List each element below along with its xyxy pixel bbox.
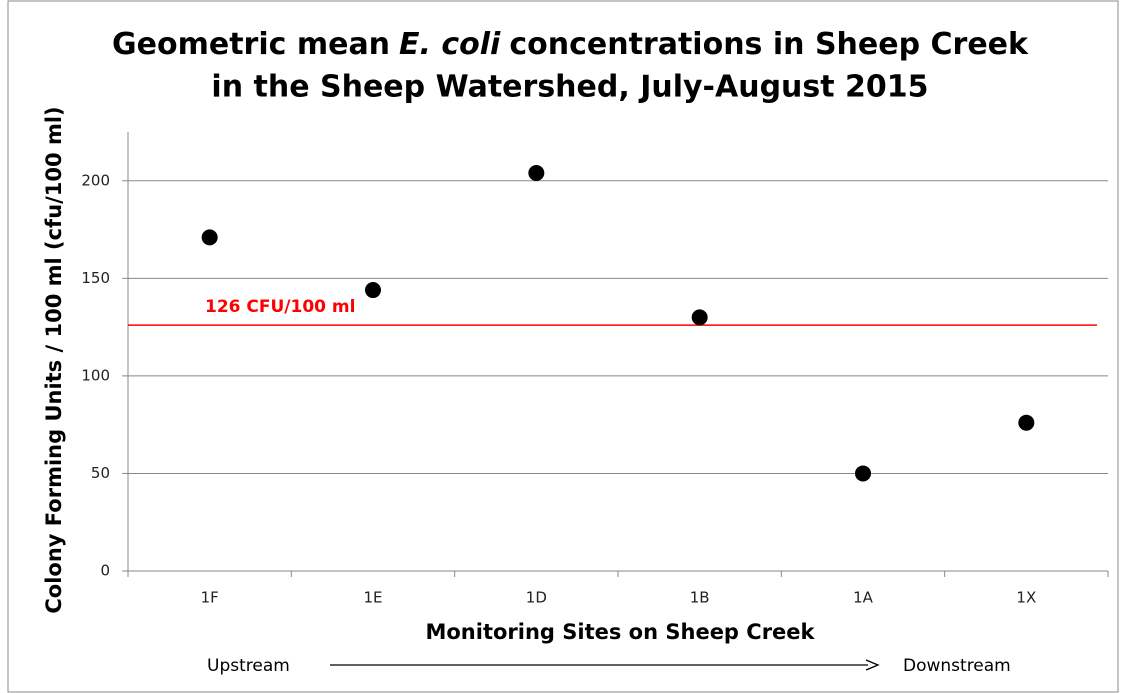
chart-title: in the Sheep Watershed, July-August 2015 [211, 70, 928, 105]
frame [7, 0, 1119, 693]
x-axis-title: Monitoring Sites on Sheep Creek [425, 620, 815, 644]
x-tick-label: 1E [363, 589, 382, 607]
x-tick-label: 1B [690, 589, 710, 607]
y-tick-label: 200 [81, 171, 110, 189]
point [855, 465, 871, 482]
y-axis-title: Colony Forming Units / 100 ml (cfu/100 m… [42, 106, 66, 613]
arrow-head [865, 659, 880, 671]
point [201, 229, 218, 246]
y-tick-label: 100 [81, 366, 110, 384]
chart-title: Geometric mean E. coli concentrations in S… [112, 27, 1029, 62]
x-tick-label: 1D [526, 589, 547, 607]
x-tick-label: 1F [201, 589, 219, 607]
title-part: E. coli [399, 27, 501, 62]
reference-label: 126 CFU/100 ml [205, 297, 355, 317]
y-tick-label: 0 [100, 562, 110, 580]
x-tick-label: 1X [1016, 589, 1036, 607]
point [1018, 414, 1035, 431]
title-part: Geometric mean [112, 27, 390, 62]
y-tick-label: 50 [91, 464, 110, 482]
point [691, 309, 708, 326]
point [528, 164, 545, 181]
title-part: concentrations in Sheep Creek [509, 27, 1029, 62]
annotation: Upstream [207, 656, 290, 676]
point [365, 282, 381, 299]
y-tick-label: 150 [81, 269, 110, 287]
annotation: Downstream [903, 656, 1011, 676]
x-tick-label: 1A [853, 589, 874, 607]
